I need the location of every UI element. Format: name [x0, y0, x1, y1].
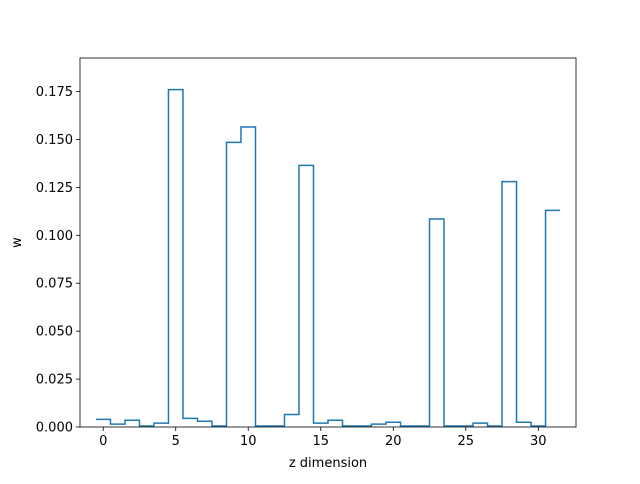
y-axis-ticks: 0.000 0.025 0.050 0.075 0.100 0.125 0.150 0.175	[36, 85, 80, 436]
x-tick-label: 20	[385, 434, 402, 449]
x-tick-label: 0	[99, 434, 107, 449]
plot-frame	[79, 57, 577, 428]
y-tick-label: 0.025	[36, 373, 73, 388]
x-tick-label: 30	[530, 434, 547, 449]
x-axis-ticks: 0 5 10 15 20 25 30	[99, 427, 547, 449]
x-tick-label: 25	[458, 434, 475, 449]
y-tick-label: 0.075	[36, 277, 73, 292]
y-tick-label: 0.150	[36, 133, 73, 148]
x-tick-label: 5	[172, 434, 180, 449]
series-0-step-line	[95, 88, 561, 427]
x-axis-label: z dimension	[289, 456, 367, 471]
y-tick-label: 0.100	[36, 229, 73, 244]
y-axis-label: w	[10, 237, 25, 248]
x-tick-label: 15	[312, 434, 329, 449]
plot-area	[95, 88, 561, 427]
y-tick-label: 0.125	[36, 181, 73, 196]
y-tick-label: 0.050	[36, 325, 73, 340]
y-tick-label: 0.000	[36, 421, 73, 436]
y-tick-label: 0.175	[36, 85, 73, 100]
x-tick-label: 10	[240, 434, 257, 449]
